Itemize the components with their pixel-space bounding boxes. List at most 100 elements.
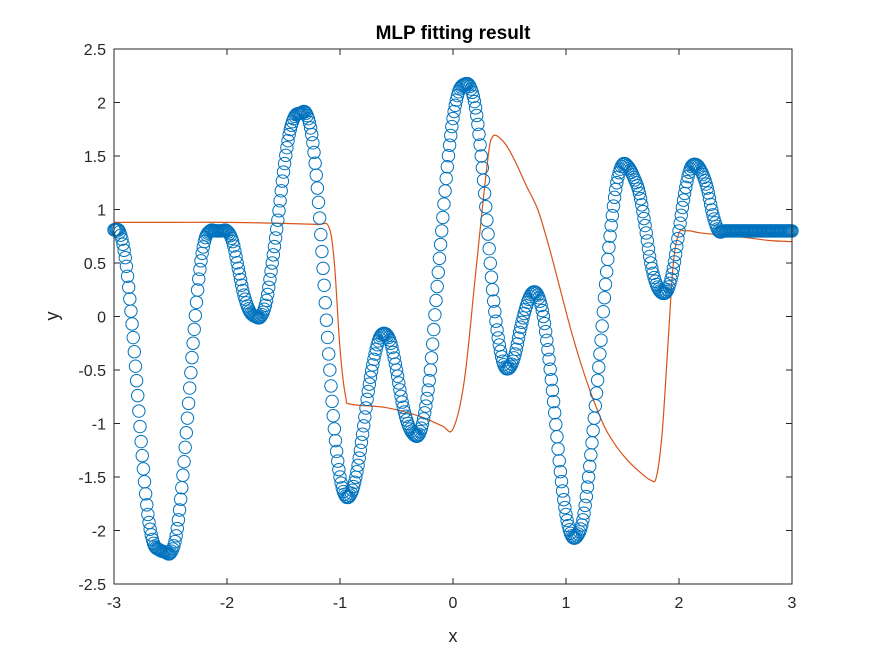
x-tick-label: 2 bbox=[675, 595, 684, 612]
data-marker bbox=[276, 165, 291, 179]
data-marker bbox=[666, 261, 681, 276]
data-marker bbox=[368, 347, 382, 361]
data-marker bbox=[638, 218, 652, 233]
data-marker bbox=[279, 148, 293, 163]
data-marker bbox=[415, 417, 430, 431]
data-marker bbox=[220, 224, 234, 238]
data-marker bbox=[474, 149, 488, 163]
data-marker bbox=[262, 280, 276, 294]
data-marker bbox=[673, 216, 687, 230]
x-axis-ticks: -3 -2 -1 0 1 2 3 bbox=[107, 49, 797, 612]
data-marker bbox=[468, 101, 483, 115]
data-marker bbox=[466, 89, 481, 104]
data-marker bbox=[362, 377, 377, 391]
data-marker bbox=[448, 98, 462, 113]
data-marker bbox=[309, 168, 323, 182]
data-marker bbox=[233, 272, 248, 287]
data-marker bbox=[479, 200, 493, 214]
data-marker bbox=[705, 203, 719, 217]
data-marker bbox=[509, 342, 523, 357]
data-marker bbox=[501, 361, 516, 376]
data-marker bbox=[581, 470, 596, 484]
data-marker bbox=[355, 427, 370, 441]
data-marker bbox=[418, 406, 432, 420]
data-marker bbox=[578, 498, 592, 513]
data-marker bbox=[534, 298, 548, 313]
data-marker bbox=[555, 484, 570, 498]
data-marker bbox=[493, 344, 508, 358]
data-marker bbox=[126, 330, 140, 345]
data-marker bbox=[322, 347, 336, 361]
data-marker bbox=[267, 239, 282, 254]
data-marker bbox=[428, 308, 442, 322]
data-marker bbox=[680, 175, 694, 189]
data-marker bbox=[606, 199, 621, 213]
data-marker bbox=[127, 345, 142, 359]
y-tick-label: -0.5 bbox=[78, 363, 106, 380]
data-marker bbox=[576, 513, 590, 527]
y-axis-label: y bbox=[42, 312, 62, 321]
data-marker bbox=[394, 389, 408, 403]
data-marker bbox=[420, 391, 434, 406]
data-marker bbox=[425, 337, 440, 351]
data-marker bbox=[259, 293, 274, 308]
data-marker bbox=[540, 333, 554, 348]
data-marker bbox=[168, 534, 182, 549]
data-marker bbox=[176, 468, 190, 482]
x-tick-label: -1 bbox=[333, 595, 347, 612]
data-marker bbox=[358, 410, 372, 424]
data-marker bbox=[236, 283, 250, 298]
data-marker bbox=[589, 386, 604, 400]
data-marker bbox=[445, 119, 459, 134]
data-marker bbox=[178, 440, 192, 455]
data-marker bbox=[419, 399, 433, 413]
data-marker bbox=[381, 330, 396, 345]
data-marker bbox=[173, 492, 188, 506]
data-marker bbox=[277, 156, 292, 171]
data-marker bbox=[597, 291, 612, 305]
data-marker bbox=[190, 283, 205, 297]
data-marker bbox=[553, 464, 568, 479]
data-marker bbox=[577, 506, 591, 520]
data-marker bbox=[637, 211, 651, 226]
data-marker bbox=[592, 360, 606, 374]
data-marker bbox=[133, 419, 147, 434]
data-marker bbox=[421, 383, 435, 397]
data-marker bbox=[482, 241, 496, 256]
data-marker bbox=[184, 366, 198, 380]
data-marker bbox=[316, 261, 330, 276]
data-marker bbox=[354, 435, 369, 449]
data-marker bbox=[223, 228, 238, 243]
data-marker bbox=[179, 426, 194, 440]
data-marker bbox=[674, 208, 688, 223]
data-marker bbox=[603, 229, 617, 243]
data-marker bbox=[558, 500, 572, 515]
data-marker bbox=[328, 433, 343, 448]
data-marker bbox=[483, 256, 497, 270]
data-marker bbox=[664, 272, 678, 286]
data-marker bbox=[169, 529, 183, 543]
data-marker bbox=[429, 293, 443, 308]
data-marker bbox=[435, 224, 449, 238]
data-marker bbox=[310, 181, 325, 195]
plot-area bbox=[107, 48, 799, 585]
data-marker bbox=[187, 322, 201, 336]
data-marker bbox=[385, 340, 399, 355]
data-marker bbox=[536, 309, 551, 324]
x-axis-label: x bbox=[449, 626, 458, 646]
data-marker bbox=[537, 316, 552, 331]
data-marker bbox=[427, 322, 441, 337]
data-marker bbox=[268, 231, 283, 245]
data-marker bbox=[641, 242, 656, 256]
axes-background bbox=[114, 49, 792, 584]
data-marker bbox=[138, 487, 153, 501]
data-marker bbox=[186, 336, 200, 350]
data-marker bbox=[136, 462, 151, 476]
data-marker bbox=[317, 278, 331, 292]
data-marker bbox=[234, 278, 249, 292]
data-marker bbox=[272, 204, 286, 218]
data-marker bbox=[192, 272, 206, 286]
data-marker bbox=[515, 315, 529, 330]
data-marker bbox=[275, 174, 290, 188]
data-marker bbox=[185, 350, 199, 365]
